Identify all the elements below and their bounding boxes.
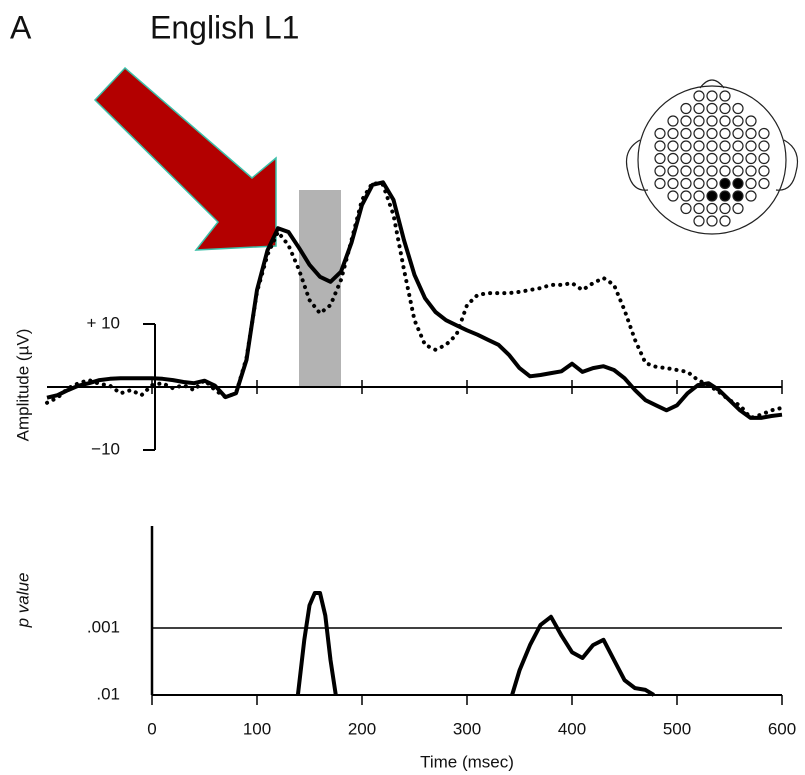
electrode [720,179,730,189]
electrode [720,216,730,226]
electrode [733,141,743,151]
panel-label: A [10,9,32,45]
y-axis-label: Amplitude (µV) [13,329,32,442]
arrow [95,68,276,250]
electrode [668,166,678,176]
electrode [707,204,717,214]
electrode [746,179,756,189]
electrode [733,116,743,126]
y-tick-label: .001 [87,617,120,636]
x-tick-label: 300 [453,719,481,738]
chart-title: English L1 [150,9,299,45]
electrode [681,129,691,139]
electrode [746,166,756,176]
electrode [746,141,756,151]
electrode [681,166,691,176]
electrode [733,154,743,164]
electrode-map [627,80,798,234]
ear [776,140,798,190]
electrode [707,179,717,189]
electrode [707,191,717,201]
electrode [655,141,665,151]
electrode [694,104,704,114]
electrode [746,129,756,139]
electrode [668,116,678,126]
electrode [655,179,665,189]
electrode [694,191,704,201]
electrode [668,154,678,164]
electrode [707,166,717,176]
electrode [759,166,769,176]
y-axis-label: p value [13,573,32,629]
electrode [720,166,730,176]
electrode [694,216,704,226]
line [47,183,782,418]
electrode [733,204,743,214]
y-tick-label: −10 [91,439,120,458]
electrode [694,129,704,139]
line [298,593,654,695]
electrode [681,104,691,114]
chart: A English L1 Amplitude (µV) p value Time… [0,0,805,775]
electrode [733,191,743,201]
x-tick-label: 0 [147,719,156,738]
line [47,182,782,418]
electrode [694,166,704,176]
electrode [694,154,704,164]
electrode [681,141,691,151]
x-axis-label: Time (msec) [420,752,514,771]
electrode [720,141,730,151]
electrode [759,154,769,164]
electrode [746,191,756,201]
electrode [694,204,704,214]
electrode [655,166,665,176]
electrode [733,104,743,114]
electrode [694,179,704,189]
electrode [681,179,691,189]
x-tick-label: 500 [663,719,691,738]
electrode [668,179,678,189]
electrode [759,179,769,189]
electrode [720,204,730,214]
x-tick-label: 600 [768,719,796,738]
electrode [694,141,704,151]
electrode [707,154,717,164]
electrode [655,154,665,164]
x-tick-label: 200 [348,719,376,738]
electrode [733,129,743,139]
electrode [707,104,717,114]
electrode [707,216,717,226]
electrode [694,116,704,126]
electrode [733,179,743,189]
electrode [668,141,678,151]
electrode [668,191,678,201]
electrode [746,116,756,126]
electrode [720,154,730,164]
electrode [720,129,730,139]
electrode [707,129,717,139]
electrode [746,154,756,164]
electrode [694,91,704,101]
electrode [668,129,678,139]
electrode [733,166,743,176]
electrode [681,204,691,214]
electrode [759,129,769,139]
electrode [681,191,691,201]
electrode [720,104,730,114]
electrode [681,116,691,126]
ear [627,140,649,190]
x-tick-label: 100 [243,719,271,738]
electrode [720,191,730,201]
y-tick-label: + 10 [86,313,120,332]
electrode [720,91,730,101]
y-tick-label: .01 [96,684,120,703]
electrode [707,116,717,126]
electrode [655,129,665,139]
electrode [720,116,730,126]
electrode [681,154,691,164]
electrode [759,141,769,151]
x-tick-label: 400 [558,719,586,738]
electrode [707,141,717,151]
electrode [707,91,717,101]
